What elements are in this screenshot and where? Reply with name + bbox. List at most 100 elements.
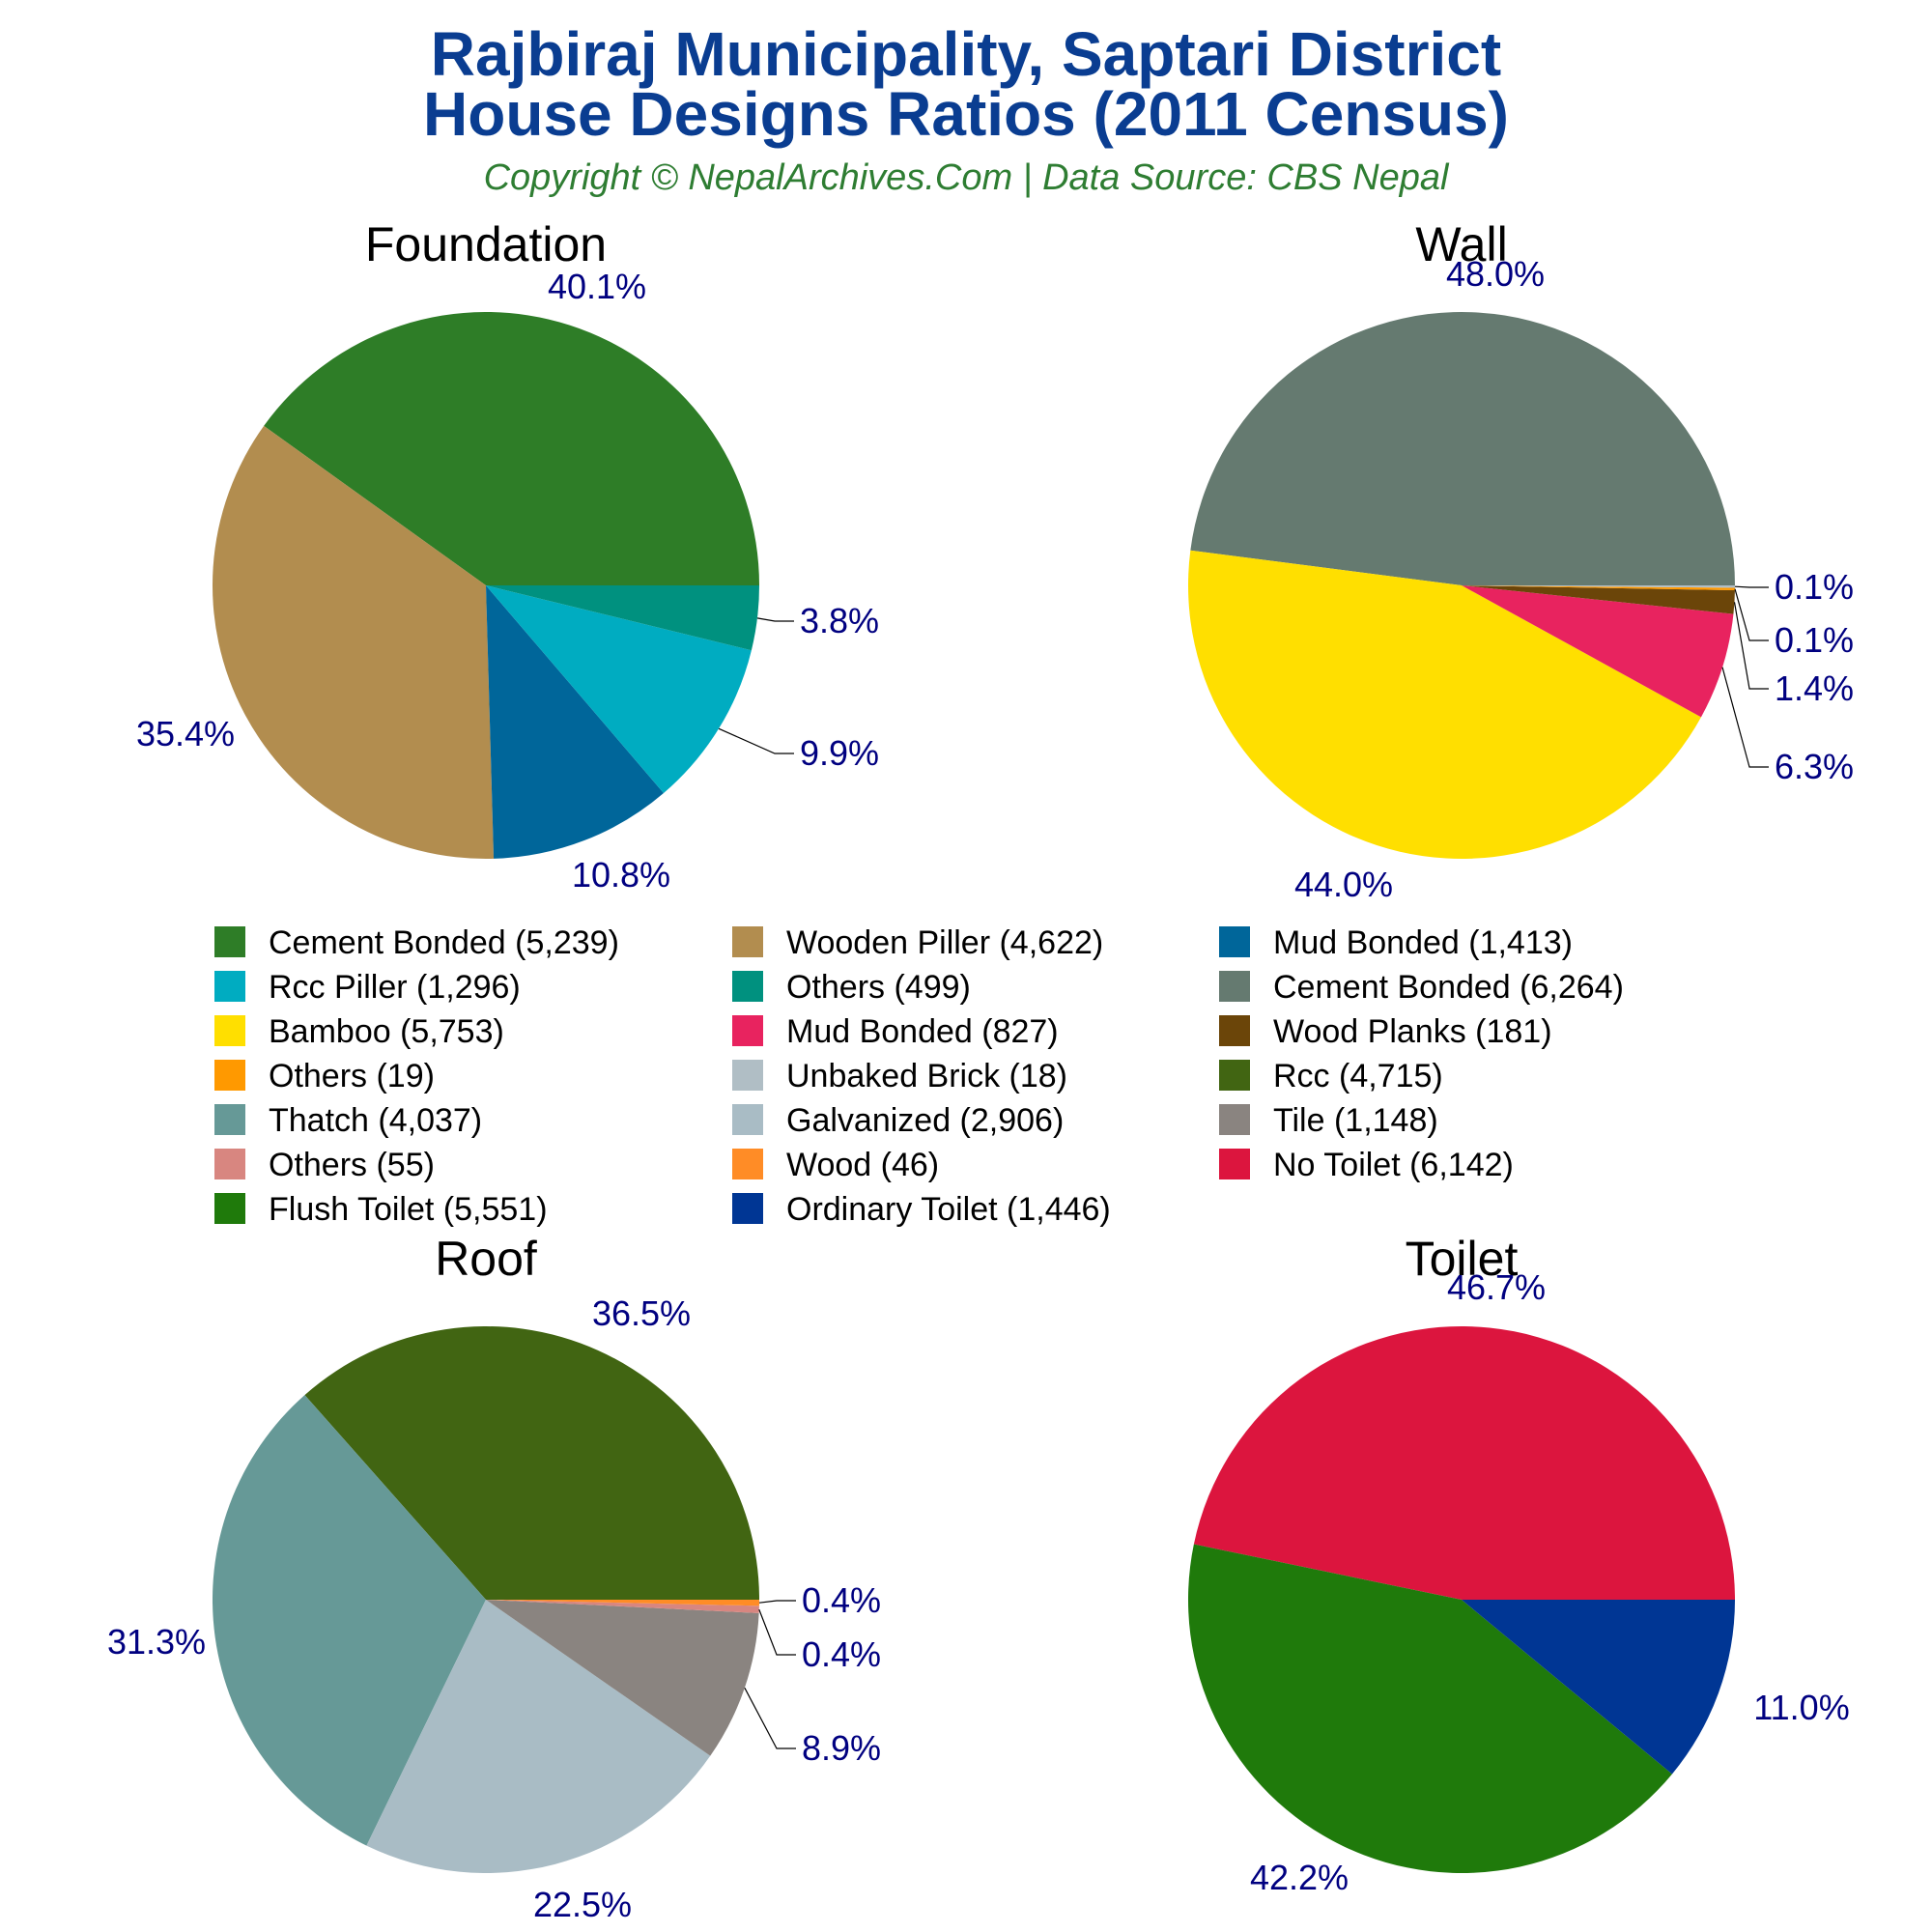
pie-slice-foundation-mud-bonded [486,585,664,859]
pct-label-wall-cement-bonded: 48.0% [1446,254,1545,294]
legend-label: Mud Bonded (1,413) [1273,924,1573,961]
chart-title-line-1: Rajbiraj Municipality, Saptari District [431,19,1501,89]
pie-slice-roof-rcc [304,1326,759,1600]
pct-label-wall-others: 0.1% [1775,620,1854,660]
legend-swatch [732,971,763,1002]
legend-label: Rcc (4,715) [1273,1058,1443,1094]
legend-item-flush-toilet-5-551: Flush Toilet (5,551) [214,1191,548,1228]
legend: Cement Bonded (5,239) Wooden Piller (4,62… [214,924,1624,1228]
pie-slice-roof-thatch [212,1395,486,1846]
legend-item-wood-planks-181: Wood Planks (181) [1219,1013,1552,1050]
legend-label: Thatch (4,037) [269,1102,482,1139]
legend-item-rcc-piller-1-296: Rcc Piller (1,296) [214,969,521,1006]
legend-swatch [1219,926,1250,957]
legend-label: Mud Bonded (827) [786,1013,1059,1050]
legend-label: Tile (1,148) [1273,1102,1438,1139]
pie-slice-roof-wood [486,1600,759,1606]
pct-label-roof-others: 0.4% [802,1634,881,1674]
legend-swatch [1219,1060,1250,1091]
legend-swatch [732,1015,763,1046]
legend-label: Wooden Piller (4,622) [786,924,1103,961]
legend-label: Unbaked Brick (18) [786,1058,1067,1094]
legend-item-thatch-4-037: Thatch (4,037) [214,1102,482,1139]
pie-slice-wall-wood-planks [1462,585,1735,614]
pie-slice-toilet-ordinary-toilet [1462,1600,1735,1775]
leader-line-wall-wood-planks [1733,602,1769,690]
legend-swatch [1219,1015,1250,1046]
legend-swatch [214,1015,245,1046]
chart-subtitle: Copyright © NepalArchives.Com | Data Sou… [484,157,1450,198]
legend-swatch [732,1104,763,1135]
legend-label: Others (499) [786,969,971,1006]
leader-line-wall-mud-bonded [1721,667,1769,768]
pct-label-toilet-ordinary-toilet: 11.0% [1753,1688,1849,1727]
legend-item-wooden-piller-4-622: Wooden Piller (4,622) [732,924,1103,961]
pie-slice-foundation-rcc-piller [486,585,752,794]
legend-item-others-499: Others (499) [732,969,971,1006]
legend-item-unbaked-brick-18: Unbaked Brick (18) [732,1058,1067,1094]
legend-item-cement-bonded-6-264: Cement Bonded (6,264) [1219,969,1624,1006]
legend-label: Bamboo (5,753) [269,1013,504,1050]
legend-item-others-19: Others (19) [214,1058,435,1094]
pct-label-wall-wood-planks: 1.4% [1775,668,1854,708]
legend-item-tile-1-148: Tile (1,148) [1219,1102,1438,1139]
legend-swatch [214,971,245,1002]
pct-label-roof-galvanized: 22.5% [533,1885,632,1924]
pie-roof: Roof 36.5% 31.3% 22.5% 8.9% 0.4% 0.4% [107,1232,881,1924]
legend-swatch [1219,1149,1250,1179]
pct-label-roof-thatch: 31.3% [107,1622,206,1662]
legend-swatch [732,1060,763,1091]
pie-title-foundation: Foundation [365,217,607,271]
leader-line-wall-others [1734,588,1769,641]
legend-item-no-toilet-6-142: No Toilet (6,142) [1219,1147,1514,1183]
legend-swatch [732,926,763,957]
pct-label-foundation-mud-bonded: 10.8% [572,855,670,895]
pct-label-toilet-flush-toilet: 42.2% [1250,1858,1349,1897]
leader-line-foundation-others [756,617,794,622]
pct-label-wall-mud-bonded: 6.3% [1775,747,1854,786]
legend-swatch [214,1193,245,1224]
leader-line-roof-tile [744,1688,796,1749]
legend-item-mud-bonded-827: Mud Bonded (827) [732,1013,1059,1050]
chart-title-line-2: House Designs Ratios (2011 Census) [423,79,1509,149]
pie-slice-foundation-wooden-piller [212,425,495,860]
leader-line-roof-others [758,1608,796,1656]
legend-label: Others (19) [269,1058,435,1094]
pct-label-foundation-wooden-piller: 35.4% [136,714,235,753]
legend-label: Wood Planks (181) [1273,1013,1552,1050]
legend-swatch [732,1193,763,1224]
legend-item-galvanized-2-906: Galvanized (2,906) [732,1102,1064,1139]
legend-label: Ordinary Toilet (1,446) [786,1191,1111,1228]
legend-swatch [214,926,245,957]
pie-slice-roof-tile [486,1600,759,1756]
leader-line-foundation-rcc-piller [718,727,794,754]
legend-swatch [1219,971,1250,1002]
pie-slice-toilet-no-toilet [1193,1325,1735,1600]
legend-item-wood-46: Wood (46) [732,1147,939,1183]
legend-item-ordinary-toilet-1-446: Ordinary Toilet (1,446) [732,1191,1111,1228]
legend-swatch [1219,1104,1250,1135]
legend-label: Galvanized (2,906) [786,1102,1064,1139]
legend-label: Rcc Piller (1,296) [269,969,521,1006]
pie-slice-wall-others [1462,585,1735,591]
legend-swatch [214,1060,245,1091]
legend-swatch [732,1149,763,1179]
pie-slice-wall-mud-bonded [1462,585,1734,718]
pct-label-foundation-others: 3.8% [800,601,879,640]
pct-label-roof-tile: 8.9% [802,1728,881,1768]
pct-label-wall-bamboo: 44.0% [1294,865,1393,904]
legend-item-mud-bonded-1-413: Mud Bonded (1,413) [1219,924,1573,961]
pie-slice-wall-cement-bonded [1190,311,1735,585]
leader-line-roof-wood [758,1600,796,1604]
legend-swatch [214,1149,245,1179]
legend-label: No Toilet (6,142) [1273,1147,1514,1183]
legend-item-others-55: Others (55) [214,1147,435,1183]
legend-item-rcc-4-715: Rcc (4,715) [1219,1058,1443,1094]
pie-slice-wall-unbaked-brick [1462,585,1735,588]
pie-title-roof: Roof [435,1232,537,1286]
pie-slice-roof-galvanized [366,1600,711,1874]
